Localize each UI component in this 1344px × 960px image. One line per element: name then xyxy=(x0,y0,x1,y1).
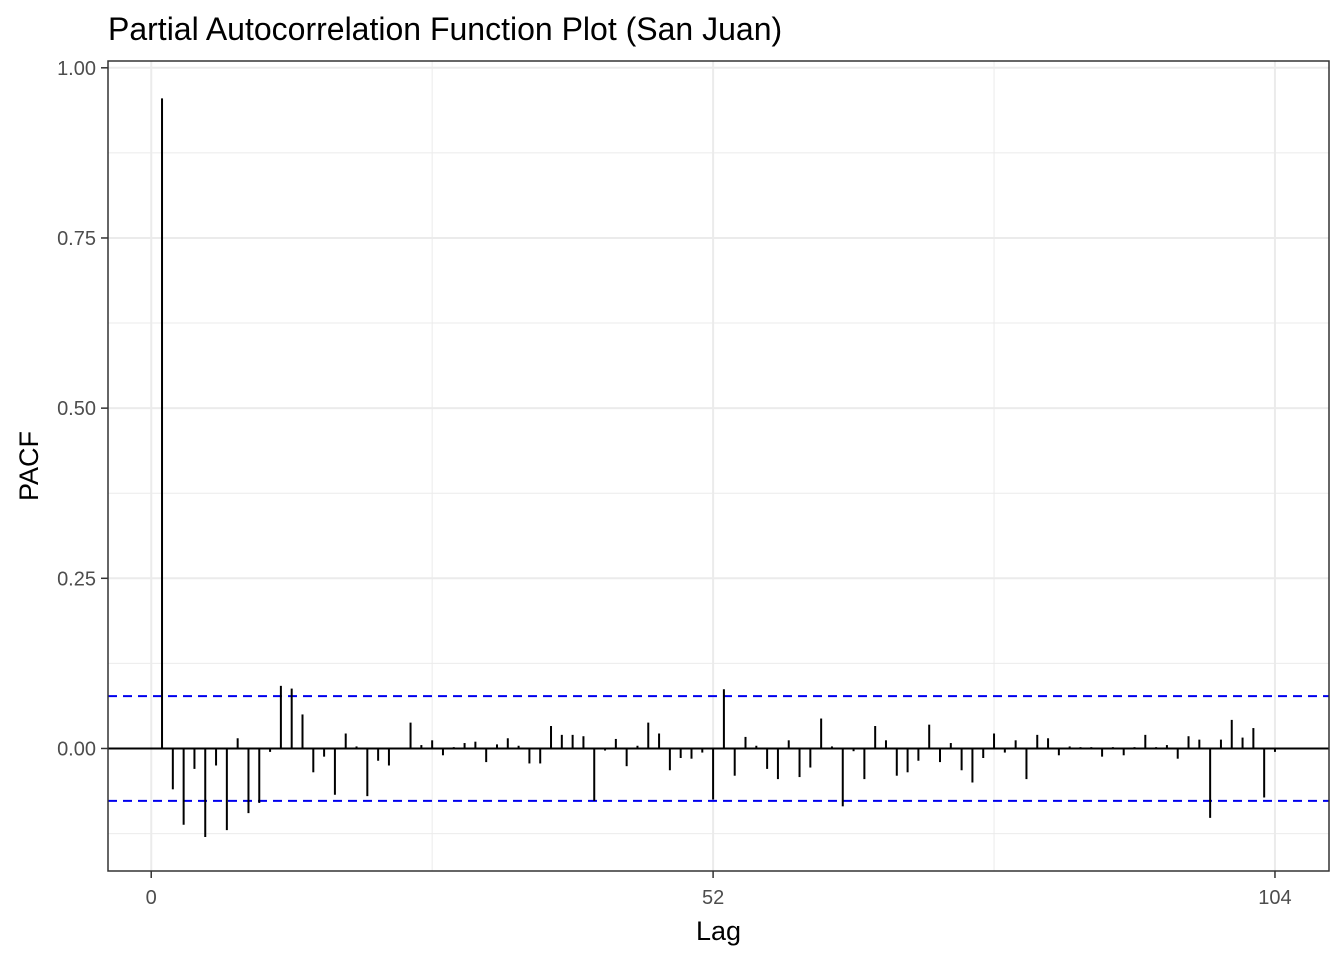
y-axis-ticks: 0.00 0.25 0.50 0.75 1.00 xyxy=(57,58,108,760)
pacf-bars xyxy=(161,98,1276,837)
x-axis-title: Lag xyxy=(696,916,741,946)
y-axis-title: PACF xyxy=(14,431,44,501)
chart-title: Partial Autocorrelation Function Plot (S… xyxy=(108,11,782,47)
y-tick-label-3: 0.75 xyxy=(57,228,96,250)
grid-lines xyxy=(108,61,1329,871)
x-tick-label-0: 0 xyxy=(146,887,157,909)
confidence-lines xyxy=(108,695,1329,802)
y-tick-label-2: 0.50 xyxy=(57,398,96,420)
x-tick-label-2: 104 xyxy=(1258,887,1291,909)
y-tick-label-0: 0.00 xyxy=(57,738,96,760)
x-axis-ticks: 0 52 104 xyxy=(146,871,1292,909)
x-tick-label-1: 52 xyxy=(702,887,724,909)
plot-panel-border xyxy=(107,60,1330,872)
y-tick-label-1: 0.25 xyxy=(57,568,96,590)
y-tick-label-4: 1.00 xyxy=(57,58,96,80)
